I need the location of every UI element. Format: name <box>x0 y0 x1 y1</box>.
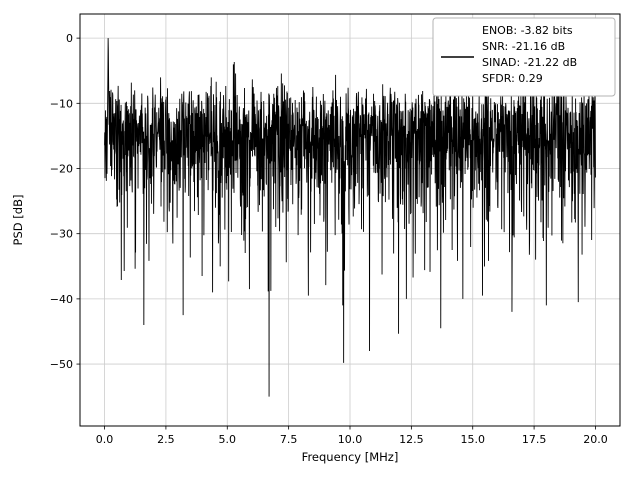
y-axis-label: PSD [dB] <box>11 195 25 246</box>
legend-box <box>432 17 616 97</box>
legend-entry: SINAD: -21.22 dB <box>482 56 577 69</box>
psd-noise-line <box>104 38 596 397</box>
x-tick-label: 20.0 <box>583 433 608 446</box>
y-tick-label: −50 <box>50 358 73 371</box>
x-tick-label: 0.0 <box>96 433 114 446</box>
y-tick-label: 0 <box>66 32 73 45</box>
x-tick-label: 2.5 <box>157 433 175 446</box>
x-tick-label: 5.0 <box>219 433 237 446</box>
x-axis-label: Frequency [MHz] <box>302 450 399 464</box>
x-tick-label: 10.0 <box>338 433 363 446</box>
x-tick-label: 7.5 <box>280 433 298 446</box>
x-tick-label: 12.5 <box>399 433 424 446</box>
legend-entry: SNR: -21.16 dB <box>482 40 565 53</box>
x-tick-label: 15.0 <box>460 433 485 446</box>
legend-entry: ENOB: -3.82 bits <box>482 24 573 37</box>
y-tick-label: −30 <box>50 228 73 241</box>
legend-entry: SFDR: 0.29 <box>482 72 543 85</box>
y-tick-label: −40 <box>50 293 73 306</box>
y-tick-label: −10 <box>50 97 73 110</box>
y-tick-label: −20 <box>50 163 73 176</box>
x-tick-label: 17.5 <box>522 433 547 446</box>
